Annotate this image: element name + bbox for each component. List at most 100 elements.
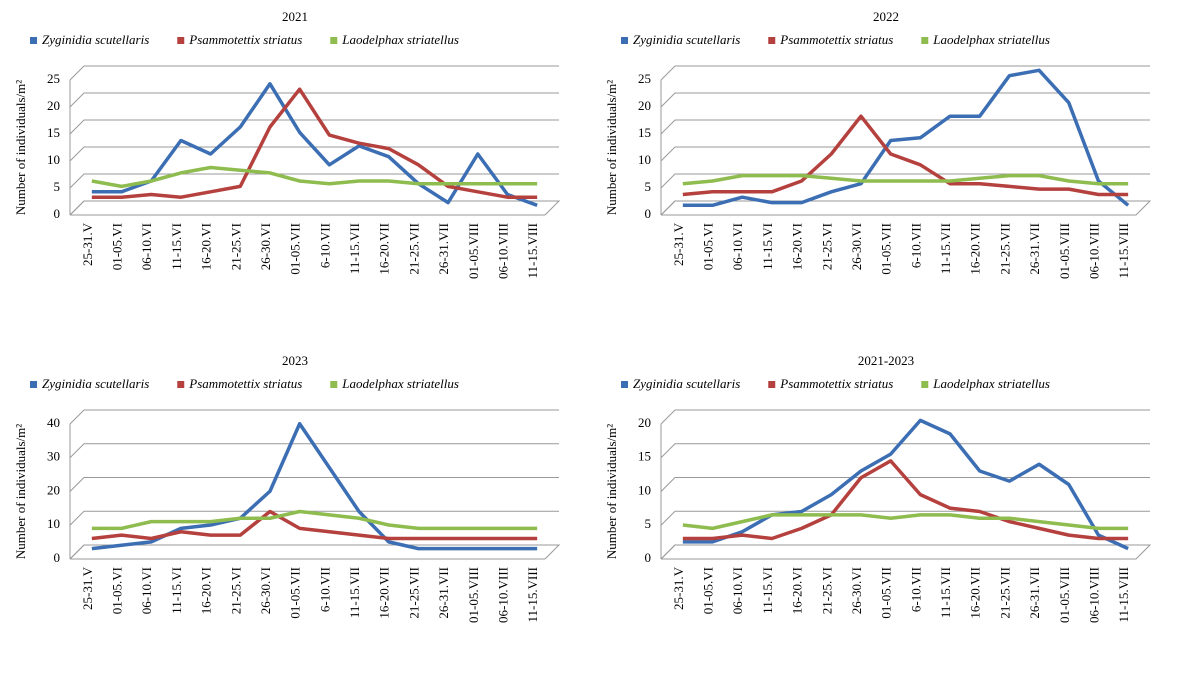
y-tick-label: 25 [47, 71, 60, 86]
y-tick-label: 15 [638, 125, 651, 140]
legend-label: Zyginidia scutellaris [42, 32, 149, 47]
grid-line [660, 409, 1150, 425]
y-tick-label: 30 [47, 449, 60, 464]
x-tick-label: 16-20.VI [790, 567, 805, 614]
legend-label: Zyginidia scutellaris [42, 376, 149, 391]
x-tick-label: 26-31.VII [1027, 223, 1042, 275]
legend-swatch [330, 381, 338, 388]
legend-label: Zyginidia scutellaris [633, 32, 740, 47]
x-tick-label: 16-20.VI [199, 223, 214, 270]
x-tick-label: 01-05.VI [701, 567, 716, 614]
series-line [682, 68, 1130, 208]
grid-line [69, 92, 559, 108]
x-tick-label: 01-05.VI [110, 223, 125, 270]
series-line [682, 173, 1129, 186]
x-tick-label: 06-10.VI [139, 223, 154, 270]
x-tick-label: 21-25.VI [819, 567, 834, 614]
chart-title: 2022 [873, 9, 899, 24]
x-tick-label: 16-20.VII [968, 223, 983, 275]
legend-label: Psammotettix striatus [188, 32, 302, 47]
legend-swatch [768, 37, 776, 44]
x-tick-label: 06-10.VIII [1086, 567, 1101, 623]
x-tick-label: 26-30.VI [849, 223, 864, 270]
x-tick-label: 6-10.VII [908, 567, 923, 612]
legend-label: Zyginidia scutellaris [633, 376, 740, 391]
x-tick-label: 11-15.VI [760, 567, 775, 614]
chart-panel: 2021-2023 Zyginidia scutellaris Psammotett… [604, 353, 1152, 623]
legend-swatch [921, 37, 929, 44]
x-tick-label: 01-05.VI [110, 567, 125, 614]
grid-line [69, 65, 559, 81]
legend-swatch [177, 381, 185, 388]
grid-line [660, 510, 1150, 526]
grid-line [69, 173, 559, 189]
x-tick-label: 21-25.VII [997, 223, 1012, 275]
y-tick-label: 10 [638, 482, 651, 497]
x-tick-label: 11-15.VIII [1116, 223, 1131, 278]
x-tick-label: 6-10.VII [317, 567, 332, 612]
legend-label: Laodelphax striatellus [932, 32, 1050, 47]
x-tick-label: 01-05.VII [879, 567, 894, 619]
x-tick-label: 16-20.VII [968, 567, 983, 619]
x-tick-label: 26-31.VII [436, 223, 451, 275]
x-tick-label: 26-30.VI [258, 567, 273, 614]
x-tick-label: 11-15.VIII [525, 567, 540, 622]
x-tick-label: 21-25.VI [228, 567, 243, 614]
x-tick-label: 11-15.VI [760, 223, 775, 270]
series-line [682, 513, 1129, 531]
x-tick-label: 01-05.VII [879, 223, 894, 275]
x-tick-label: 01-05.VII [288, 223, 303, 275]
x-tick-label: 11-15.VIII [1116, 567, 1131, 622]
x-tick-label: 11-15.VII [347, 223, 362, 274]
legend-label: Laodelphax striatellus [341, 32, 459, 47]
grid-line [660, 92, 1150, 108]
grid-line [660, 443, 1150, 459]
legend-swatch [921, 381, 929, 388]
x-tick-label: 11-15.VI [169, 223, 184, 270]
series-line [91, 165, 538, 189]
grid-line [69, 119, 559, 135]
y-tick-label: 5 [54, 179, 61, 194]
x-tick-label: 6-10.VII [908, 223, 923, 268]
grid-line [660, 173, 1150, 189]
x-tick-label: 01-05.VII [288, 567, 303, 619]
x-tick-label: 25-31.V [671, 566, 686, 610]
grid-line [660, 65, 1150, 81]
grid-line [69, 510, 559, 526]
x-tick-label: 11-15.VII [938, 567, 953, 618]
grid-line [660, 146, 1150, 162]
legend-swatch [621, 381, 628, 388]
legend-swatch [768, 381, 776, 388]
x-tick-label: 26-30.VI [849, 567, 864, 614]
y-axis-label: Number of individuals/m² [13, 80, 28, 215]
chart-title: 2021-2023 [858, 353, 914, 368]
y-axis-label: Number of individuals/m² [604, 424, 619, 559]
x-tick-label: 01-05.VIII [1057, 223, 1072, 279]
x-tick-label: 21-25.VI [819, 223, 834, 270]
x-tick-label: 11-15.VII [347, 567, 362, 618]
chart-panel: 2021 Zyginidia scutellaris Psammotettix st… [13, 9, 561, 279]
x-tick-label: 21-25.VII [406, 567, 421, 619]
chart-title: 2021 [282, 9, 308, 24]
series-line [91, 82, 538, 207]
x-tick-label: 01-05.VIII [466, 567, 481, 623]
y-tick-label: 10 [638, 152, 651, 167]
grid-line [69, 200, 559, 216]
y-tick-label: 20 [638, 98, 651, 113]
x-tick-label: 01-05.VI [701, 223, 716, 270]
x-tick-label: 06-10.VIII [1086, 223, 1101, 279]
x-tick-label: 26-31.VII [1027, 567, 1042, 619]
y-tick-label: 0 [54, 550, 61, 565]
y-tick-label: 20 [47, 482, 60, 497]
legend-label: Laodelphax striatellus [932, 376, 1050, 391]
x-tick-label: 16-20.VI [790, 223, 805, 270]
y-tick-label: 0 [645, 550, 652, 565]
y-tick-label: 10 [47, 152, 60, 167]
y-tick-label: 0 [54, 206, 61, 221]
x-tick-label: 11-15.VI [169, 567, 184, 614]
grid-line [660, 200, 1150, 216]
x-tick-label: 06-10.VIII [495, 223, 510, 279]
x-tick-label: 26-31.VII [436, 567, 451, 619]
y-tick-label: 20 [638, 415, 651, 430]
